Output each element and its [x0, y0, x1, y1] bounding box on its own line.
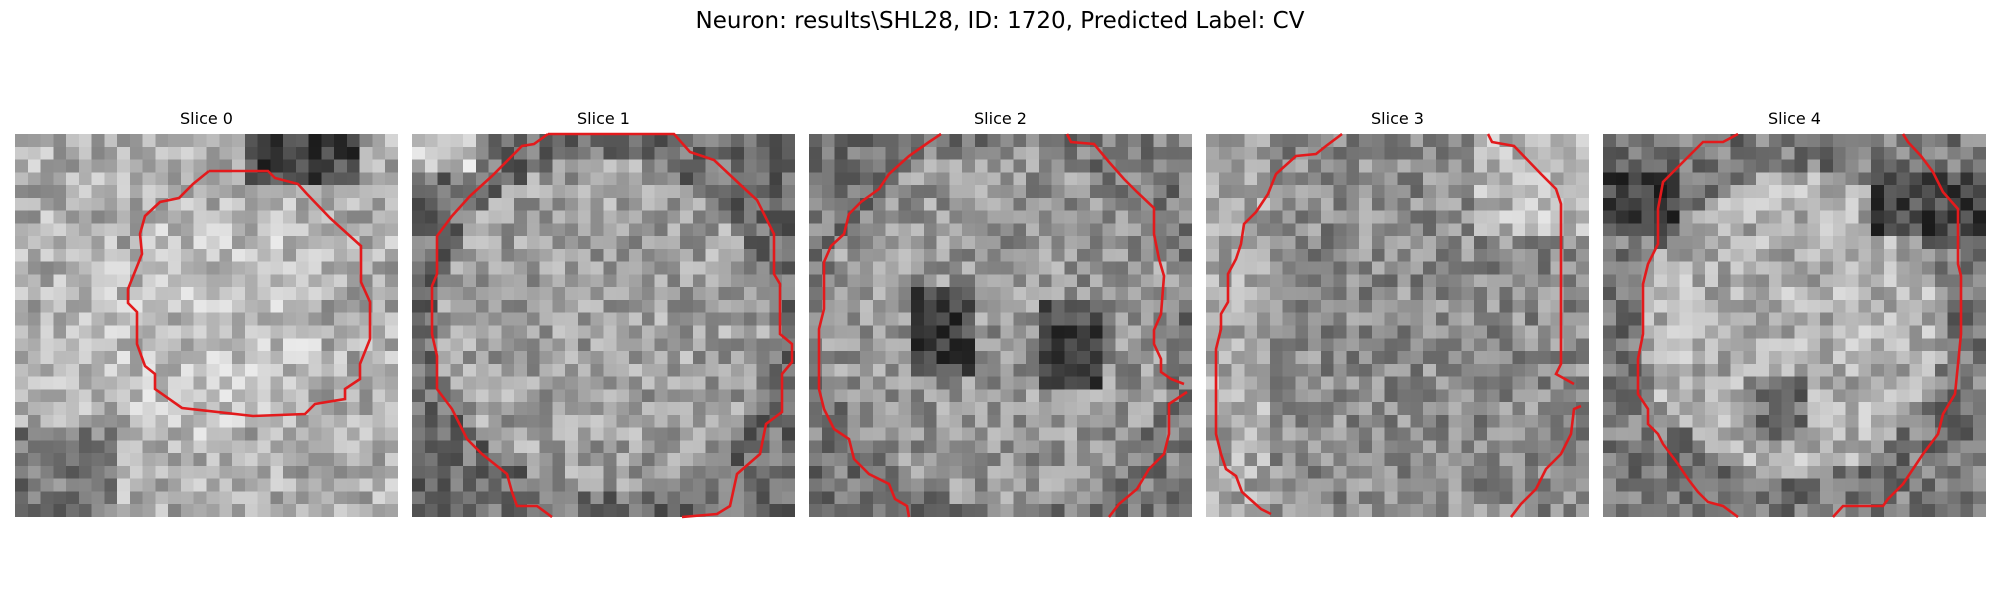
slice-image-4 [1603, 132, 1986, 519]
contour-line [817, 132, 942, 518]
contour-line [1832, 133, 1963, 518]
contour-line [126, 169, 372, 418]
segmentation-contour [430, 132, 794, 519]
contour-line [1486, 133, 1575, 386]
contour-line [1065, 133, 1185, 386]
contour-line [1107, 390, 1188, 518]
slice-title: Slice 2 [974, 109, 1027, 128]
grayscale-slice-image [15, 134, 398, 517]
slice-title: Slice 1 [577, 109, 630, 128]
slice-panel-0: Slice 0 [15, 108, 398, 517]
slice-panel-4: Slice 4 [1603, 108, 1986, 519]
segmentation-contour [817, 132, 1188, 518]
contour-line [1509, 404, 1582, 518]
segmentation-contour [1636, 132, 1963, 519]
slice-title: Slice 4 [1768, 109, 1821, 128]
slice-image-1 [412, 132, 795, 519]
contour-line [430, 132, 553, 519]
contour-line [1214, 132, 1343, 516]
contour-line [548, 132, 794, 519]
grayscale-slice-image [1206, 134, 1589, 517]
slice-title: Slice 0 [180, 109, 233, 128]
slice-panel-1: Slice 1 [412, 108, 795, 519]
segmentation-contour [1214, 132, 1582, 518]
slice-image-3 [1206, 132, 1589, 518]
slice-panel-2: Slice 2 [809, 108, 1192, 518]
slice-panel-3: Slice 3 [1206, 108, 1589, 518]
slice-image-2 [809, 132, 1192, 518]
slice-image-0 [15, 134, 398, 517]
grayscale-slice-image [412, 134, 795, 517]
grayscale-slice-image [809, 134, 1192, 517]
contour-line [1636, 132, 1739, 519]
figure-title: Neuron: results\SHL28, ID: 1720, Predict… [695, 8, 1305, 34]
segmentation-contour [126, 169, 372, 418]
slice-title: Slice 3 [1371, 109, 1424, 128]
